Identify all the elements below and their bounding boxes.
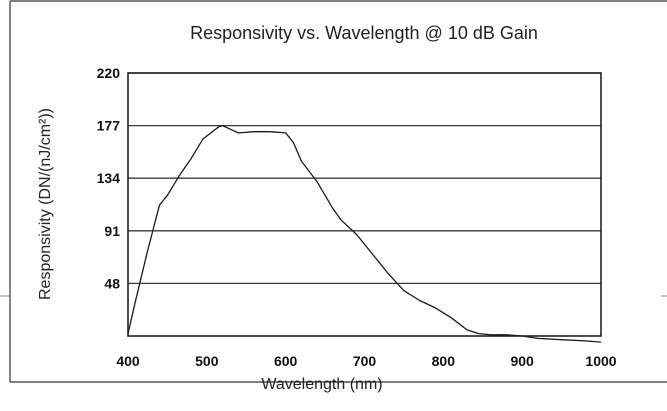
y-tick-label: 134	[97, 170, 121, 186]
plot-area-border	[127, 72, 602, 337]
y-tick-label: 91	[104, 223, 120, 239]
x-tick-label: 400	[116, 353, 140, 369]
x-tick-labels: 400 500 600 700 800 900 1000	[116, 353, 616, 369]
y-tick-label: 48	[104, 275, 120, 291]
chart-title: Responsivity vs. Wavelength @ 10 dB Gain	[190, 23, 538, 43]
x-tick-label: 900	[510, 353, 534, 369]
responsivity-line	[127, 124, 602, 343]
x-tick-label: 800	[432, 353, 456, 369]
y-tick-label: 177	[97, 118, 121, 134]
x-tick-label: 1000	[585, 353, 616, 369]
x-tick-label: 600	[274, 353, 298, 369]
x-axis-title: Wavelength (nm)	[261, 376, 382, 393]
grid-lines	[128, 72, 601, 285]
y-axis-title: Responsivity (DN/(nJ/cm²))	[37, 108, 54, 300]
x-tick-label: 500	[195, 353, 219, 369]
y-tick-label: 220	[97, 65, 121, 81]
x-tick-label: 700	[353, 353, 377, 369]
y-tick-labels: 48 91 134 177 220	[97, 65, 121, 291]
